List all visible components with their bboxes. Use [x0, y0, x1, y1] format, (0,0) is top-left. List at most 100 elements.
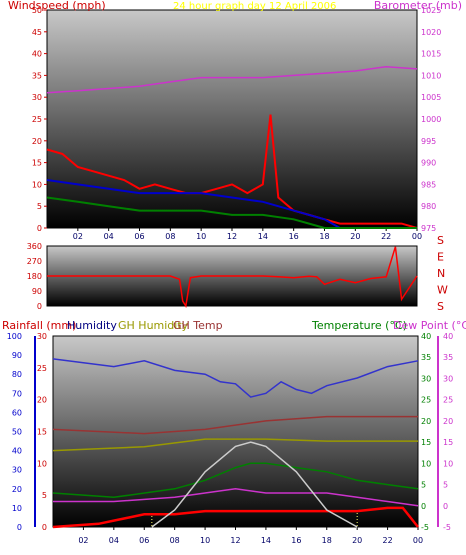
dewpoint-ytick-label: 0 — [443, 502, 448, 511]
temp-ytick-label: 30 — [421, 374, 431, 383]
winddir-compass-label: N — [437, 267, 445, 280]
wind-ytick-label: 50 — [32, 6, 42, 15]
wind-xtick-label: 22 — [381, 232, 391, 241]
wind-ytick-label: 45 — [32, 28, 42, 37]
humidity-ytick-label: 70 — [12, 389, 22, 398]
temp-xtick-label: 06 — [139, 536, 149, 545]
wind-panel — [46, 9, 418, 229]
humidity-ytick-label: 100 — [7, 332, 22, 341]
dewpoint-ytick-label: 20 — [443, 417, 453, 426]
humidity-label: Humidity — [67, 319, 117, 332]
rain-ytick-label: 20 — [37, 396, 47, 405]
humidity-ytick-label: 30 — [12, 466, 22, 475]
wind-xtick-label: 20 — [350, 232, 360, 241]
rain-ytick-label: 5 — [42, 491, 47, 500]
temp-xtick-label: 18 — [322, 536, 332, 545]
wind-xtick-label: 04 — [104, 232, 114, 241]
temp-ytick-label: 40 — [421, 332, 431, 341]
dewpoint-ytick-label: 35 — [443, 353, 453, 362]
winddir-compass-label: E — [437, 251, 444, 264]
dewpoint-ytick-label: 15 — [443, 438, 453, 447]
temp-series-gh-temp — [52, 415, 418, 435]
wind-xtick-label: 14 — [258, 232, 268, 241]
humidity-ytick-label: 90 — [12, 351, 22, 360]
dewpoint-ytick-label: 25 — [443, 396, 453, 405]
temp-series-temperature — [52, 462, 419, 499]
baro-ytick-label: 995 — [421, 137, 436, 146]
wind-xtick-label: 10 — [196, 232, 206, 241]
gh-temp-label: GH Temp — [173, 319, 223, 332]
temp-xtick-label: 04 — [109, 536, 119, 545]
winddir-ytick-label: 180 — [27, 272, 42, 281]
temp-series-solar — [151, 441, 358, 528]
wind-xtick-label: 00 — [412, 232, 422, 241]
winddir-series-0 — [47, 246, 418, 309]
baro-ytick-label: 1025 — [421, 6, 441, 15]
dewpoint-ytick-label: 40 — [443, 332, 453, 341]
humidity-ytick-label: 0 — [17, 523, 22, 532]
wind-ytick-label: 35 — [32, 71, 42, 80]
temp-xtick-label: 16 — [291, 536, 301, 545]
wind-series-0 — [46, 65, 418, 94]
baro-ytick-label: 985 — [421, 180, 436, 189]
humidity-ytick-label: 40 — [12, 447, 22, 456]
humidity-ytick-label: 80 — [12, 370, 22, 379]
temp-ytick-label: 10 — [421, 459, 431, 468]
wind-xtick-label: 16 — [289, 232, 299, 241]
temp-xtick-label: 08 — [170, 536, 180, 545]
baro-ytick-label: 980 — [421, 202, 436, 211]
wind-ytick-label: 40 — [32, 50, 42, 59]
temp-ytick-label: -5 — [421, 523, 429, 532]
wind-ytick-label: 20 — [32, 137, 42, 146]
temp-ytick-label: 5 — [421, 481, 426, 490]
baro-ytick-label: 1000 — [421, 115, 441, 124]
dewpoint-ytick-label: 5 — [443, 481, 448, 490]
humidity-ytick-label: 50 — [12, 428, 22, 437]
chart-title: 24 hour graph day 12 April 2006 — [173, 1, 336, 12]
rain-ytick-label: 15 — [37, 428, 47, 437]
temp-series-dew-point — [53, 488, 419, 507]
temp-series-humidity — [52, 358, 419, 398]
baro-axis-label: Barometer (mb) — [374, 0, 462, 12]
temp-series-gh-humidity — [52, 438, 418, 452]
wind-xtick-label: 18 — [319, 232, 329, 241]
wind-ytick-label: 15 — [32, 159, 42, 168]
baro-ytick-label: 990 — [421, 159, 436, 168]
wind-axis-label: Windspeed (mph) — [8, 0, 106, 12]
winddir-compass-label: S — [437, 300, 444, 313]
dewpoint-ytick-label: 10 — [443, 459, 453, 468]
wind-xtick-label: 08 — [165, 232, 175, 241]
dewpoint-axis-label: Dew Point (°C) — [393, 319, 466, 332]
rain-ytick-label: 10 — [37, 459, 47, 468]
wind-ytick-label: 5 — [37, 202, 42, 211]
rain-axis-label: Rainfall (mm) — [2, 319, 76, 332]
temp-xtick-label: 00 — [413, 536, 423, 545]
temp-ytick-label: 20 — [421, 417, 431, 426]
winddir-ytick-label: 270 — [27, 257, 42, 266]
temp-ytick-label: 0 — [421, 502, 426, 511]
winddir-compass-label: W — [437, 284, 448, 297]
temp-series-rainfall — [52, 506, 419, 529]
wind-ytick-label: 30 — [32, 93, 42, 102]
wind-xtick-label: 02 — [73, 232, 83, 241]
temp-xtick-label: 20 — [352, 536, 362, 545]
temp-ytick-label: 15 — [421, 438, 431, 447]
baro-ytick-label: 1015 — [421, 50, 441, 59]
winddir-ytick-label: 90 — [32, 287, 42, 296]
wind-ytick-label: 25 — [32, 115, 42, 124]
dewpoint-ytick-label: -5 — [443, 523, 451, 532]
temp-xtick-label: 02 — [78, 536, 88, 545]
wind-series-3 — [46, 196, 417, 229]
winddir-ytick-label: 360 — [27, 242, 42, 251]
rain-ytick-label: 0 — [42, 523, 47, 532]
wind-xtick-label: 12 — [227, 232, 237, 241]
rain-ytick-label: 25 — [37, 364, 47, 373]
baro-ytick-label: 1020 — [421, 28, 441, 37]
humidity-ytick-label: 20 — [12, 485, 22, 494]
wind-series-1 — [46, 114, 418, 229]
temp-xtick-label: 22 — [382, 536, 392, 545]
gh-humidity-label: GH Humidity — [118, 319, 189, 332]
wind-series-2 — [46, 179, 417, 229]
wind-ytick-label: 10 — [32, 180, 42, 189]
baro-ytick-label: 1010 — [421, 71, 441, 80]
